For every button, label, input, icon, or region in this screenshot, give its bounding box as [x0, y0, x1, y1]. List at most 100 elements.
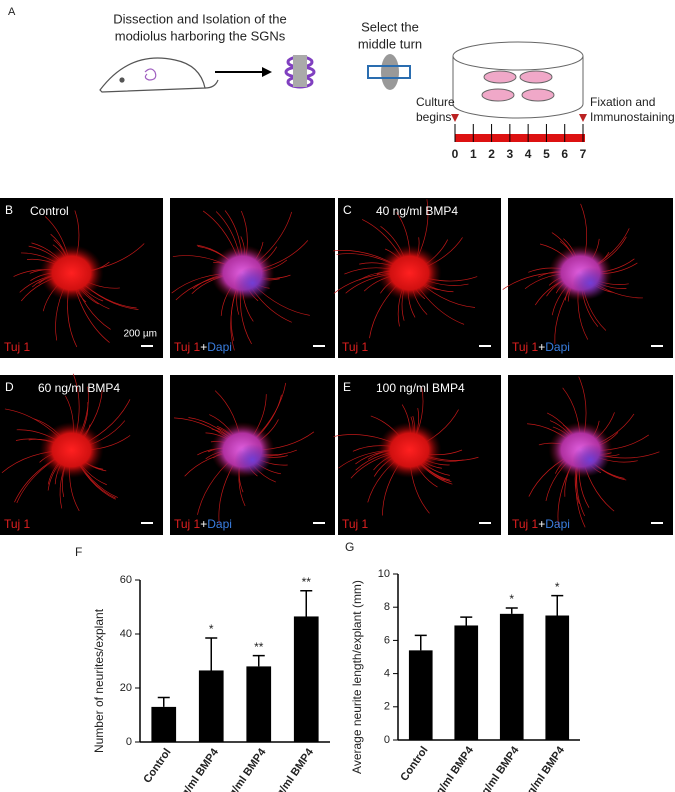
culture-label: Culture [416, 95, 455, 109]
stain: Tuj 1 [342, 340, 369, 354]
bar [454, 625, 479, 740]
x-tick-label: Control [398, 745, 430, 784]
bar [198, 670, 224, 742]
dapi [234, 444, 271, 476]
merge-label: Tuj 1+Dapi [174, 517, 232, 531]
step-text: modiolus harboring the SGNs [115, 28, 286, 43]
stain: Tuj 1 [342, 517, 369, 531]
y-tick-label: 0 [384, 734, 390, 746]
modiolus [284, 55, 316, 89]
significance: ** [254, 640, 264, 654]
error-bar [551, 594, 564, 616]
bar [151, 706, 177, 742]
y-tick-label: 10 [378, 568, 390, 580]
error-bar [414, 634, 427, 651]
panel-label: E [343, 380, 351, 394]
y-tick-label: 0 [126, 736, 132, 748]
day-label: 3 [507, 147, 514, 161]
error-bar [300, 590, 313, 617]
scale-text: 200 µm [123, 329, 157, 340]
bar [499, 613, 524, 740]
panel-label: D [5, 380, 14, 394]
condition: Control [30, 204, 69, 218]
condition: 60 ng/ml BMP4 [38, 381, 120, 395]
panel-label: F [75, 545, 82, 559]
fixation-label: Fixation and [590, 95, 655, 109]
day-label: 2 [488, 147, 495, 161]
x-tick-label: 60 ng/ml BMP4 [214, 746, 269, 792]
merge-part: Tuj 1 [512, 517, 539, 531]
dish [452, 41, 584, 119]
y-tick-label: 4 [384, 668, 390, 680]
timeline [455, 134, 585, 142]
error-bar [205, 637, 218, 671]
y-tick-label: 8 [384, 601, 390, 613]
culture-label: begins [416, 110, 451, 124]
merge-part: + [538, 517, 545, 531]
dapi [572, 267, 609, 299]
condition: 100 ng/ml BMP4 [376, 381, 465, 395]
condition: 40 ng/ml BMP4 [376, 204, 458, 218]
day-label: 0 [452, 147, 459, 161]
merge-label: Tuj 1+Dapi [512, 517, 570, 531]
marker [451, 114, 459, 122]
day-label: 7 [580, 147, 587, 161]
merge-label: Tuj 1+Dapi [174, 340, 232, 354]
x-tick-label: Control [141, 747, 173, 786]
stain: Tuj 1 [4, 517, 31, 531]
merge-part: Dapi [545, 517, 570, 531]
merge-part: Dapi [207, 340, 232, 354]
merge-part: Dapi [545, 340, 570, 354]
y-tick-label: 20 [120, 682, 132, 694]
significance: * [209, 622, 214, 636]
dapi [572, 444, 609, 476]
day-label: 4 [525, 147, 532, 161]
y-tick-label: 6 [384, 634, 390, 646]
day-label: 5 [543, 147, 550, 161]
day-label: 1 [470, 147, 477, 161]
y-tick-label: 60 [120, 574, 132, 586]
merge-part: + [200, 517, 207, 531]
cut-box [367, 65, 411, 79]
y-axis-label: Number of neurites/explant [92, 608, 106, 753]
panel-label: A [8, 6, 16, 18]
explant [377, 422, 442, 478]
merge-part: Tuj 1 [512, 340, 539, 354]
explant [377, 245, 442, 301]
dapi [234, 267, 271, 299]
y-axis-label: Average neurite length/explant (mm) [350, 580, 364, 774]
error-bar [460, 616, 473, 626]
panel-label: G [345, 540, 354, 554]
day-label: 6 [561, 147, 568, 161]
explant [39, 245, 104, 301]
bar [293, 616, 319, 742]
merge-label: Tuj 1+Dapi [512, 340, 570, 354]
bar [545, 615, 570, 740]
marker [579, 114, 587, 122]
arrow-head [262, 67, 272, 77]
error-bar [505, 607, 518, 614]
merge-part: + [200, 340, 207, 354]
step-text: middle turn [358, 36, 422, 51]
merge-part: + [538, 340, 545, 354]
bar [408, 650, 433, 740]
panel-label: B [5, 203, 13, 217]
merge-part: Tuj 1 [174, 517, 201, 531]
panel-label: C [343, 203, 352, 217]
error-bar [157, 696, 170, 707]
bar [246, 666, 272, 742]
step-text: Dissection and Isolation of the [113, 11, 286, 26]
significance: * [509, 592, 514, 606]
x-tick-label: 40 ng/ml BMP4 [166, 746, 221, 792]
middle-turn [381, 54, 399, 90]
y-tick-label: 40 [120, 628, 132, 640]
stain: Tuj 1 [4, 340, 31, 354]
significance: * [555, 580, 560, 594]
fixation-label: Immunostaining [590, 110, 675, 124]
step-text: Select the [361, 19, 419, 34]
merge-part: Tuj 1 [174, 340, 201, 354]
explant [39, 422, 104, 478]
error-bar [252, 654, 265, 667]
significance: ** [302, 575, 312, 589]
